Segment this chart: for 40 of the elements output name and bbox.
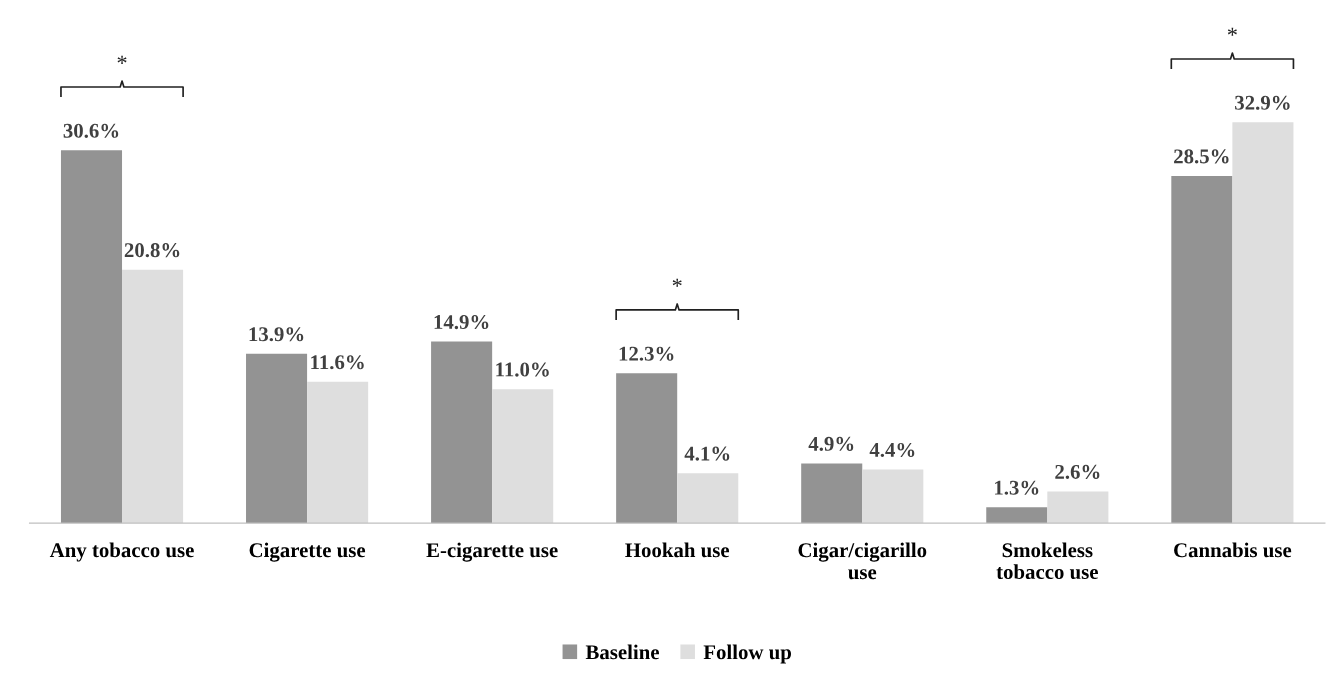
data-label: 4.4% (869, 442, 915, 458)
x-tick-label: Cannabis use (1174, 542, 1292, 558)
bar (492, 389, 554, 524)
data-label: 32.9% (1235, 95, 1290, 110)
text: * (1227, 27, 1237, 36)
data-label: 11.0% (496, 362, 549, 377)
bar (1171, 175, 1233, 524)
bar (1047, 491, 1109, 524)
data-label: 30.6% (63, 123, 119, 138)
data-label: 2.6% (1055, 464, 1100, 479)
data-label: 11.6% (311, 355, 364, 370)
x-tick-label: Hookah use (625, 542, 730, 558)
annotation: * (672, 278, 682, 287)
data-label: 28.5% (1174, 149, 1229, 164)
bar (862, 469, 924, 524)
data-label: 1.3% (995, 480, 1039, 495)
x-tick-label: E-cigarette use (426, 542, 558, 562)
x-tick-label: Smokeless tobacco use (996, 542, 1098, 580)
x-tick-label: Cigarette use (249, 542, 366, 562)
bar (801, 463, 863, 524)
legend-label: Follow up (703, 644, 792, 664)
x-tick-label: Cigar/cigarillo use (798, 542, 927, 580)
bar (1232, 122, 1294, 524)
text: * (117, 55, 127, 64)
bar (616, 373, 678, 524)
data-label: 12.3% (619, 346, 674, 361)
bar (60, 150, 123, 524)
x-tick-label: Any tobacco use (49, 542, 194, 562)
legend-label: Baseline (585, 644, 660, 660)
data-label: 4.1% (684, 446, 730, 461)
data-label: 14.9% (434, 314, 489, 330)
bar (986, 507, 1048, 524)
bar (307, 381, 369, 524)
bar (122, 269, 184, 524)
data-label: 4.9% (808, 436, 854, 451)
bar (246, 353, 308, 524)
data-label: 20.8% (124, 243, 180, 258)
bar (677, 473, 739, 524)
bar (431, 341, 493, 524)
data-label: 13.9% (249, 327, 304, 342)
